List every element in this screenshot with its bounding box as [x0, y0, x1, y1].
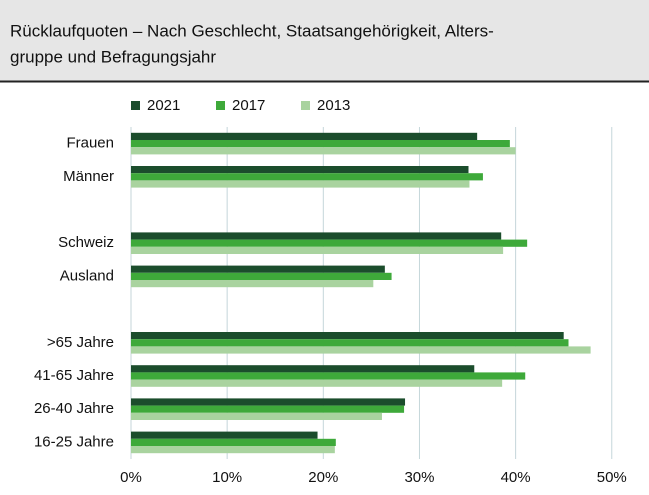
bar: [131, 265, 385, 273]
bar: [131, 232, 502, 240]
bar: [131, 372, 526, 380]
y-tick-label: Schweiz: [58, 234, 114, 251]
legend-label: 2017: [232, 97, 265, 114]
bar: [131, 379, 503, 387]
bar: [131, 180, 470, 188]
x-tick-label: 0%: [120, 469, 142, 486]
x-tick-label: 40%: [501, 469, 531, 486]
legend-swatch: [131, 101, 140, 110]
bar: [131, 132, 478, 140]
legend-label: 2013: [317, 97, 350, 114]
y-tick-label: >65 Jahre: [47, 334, 114, 351]
bar: [131, 346, 591, 354]
bar: [131, 140, 510, 148]
bar: [131, 239, 528, 247]
x-tick-label: 50%: [597, 469, 627, 486]
bar: [131, 332, 564, 340]
bar: [131, 365, 475, 373]
y-tick-label: 41-65 Jahre: [34, 367, 114, 384]
bar: [131, 431, 318, 439]
bar: [131, 147, 516, 155]
bar: [131, 166, 469, 174]
bar: [131, 446, 335, 454]
bar: [131, 246, 504, 254]
legend-label: 2021: [147, 97, 180, 114]
bar: [131, 412, 382, 420]
legend-swatch: [301, 101, 310, 110]
x-tick-label: 30%: [404, 469, 434, 486]
bar: [131, 173, 483, 181]
y-tick-label: 16-25 Jahre: [34, 433, 114, 450]
bar: [131, 280, 374, 288]
y-tick-label: 26-40 Jahre: [34, 400, 114, 417]
bar: [131, 339, 569, 347]
y-tick-label: Männer: [63, 168, 114, 185]
y-tick-label: Ausland: [60, 267, 114, 284]
x-tick-label: 20%: [308, 469, 338, 486]
y-tick-label: Frauen: [66, 135, 114, 152]
bar: [131, 272, 392, 280]
chart-title: gruppe und Befragungsjahr: [10, 47, 216, 66]
bar: [131, 398, 406, 406]
legend-swatch: [216, 101, 225, 110]
bar: [131, 438, 336, 446]
header-background: [0, 0, 649, 81]
x-tick-label: 10%: [212, 469, 242, 486]
chart-title: Rücklaufquoten – Nach Geschlecht, Staats…: [10, 21, 494, 40]
bar: [131, 405, 405, 413]
